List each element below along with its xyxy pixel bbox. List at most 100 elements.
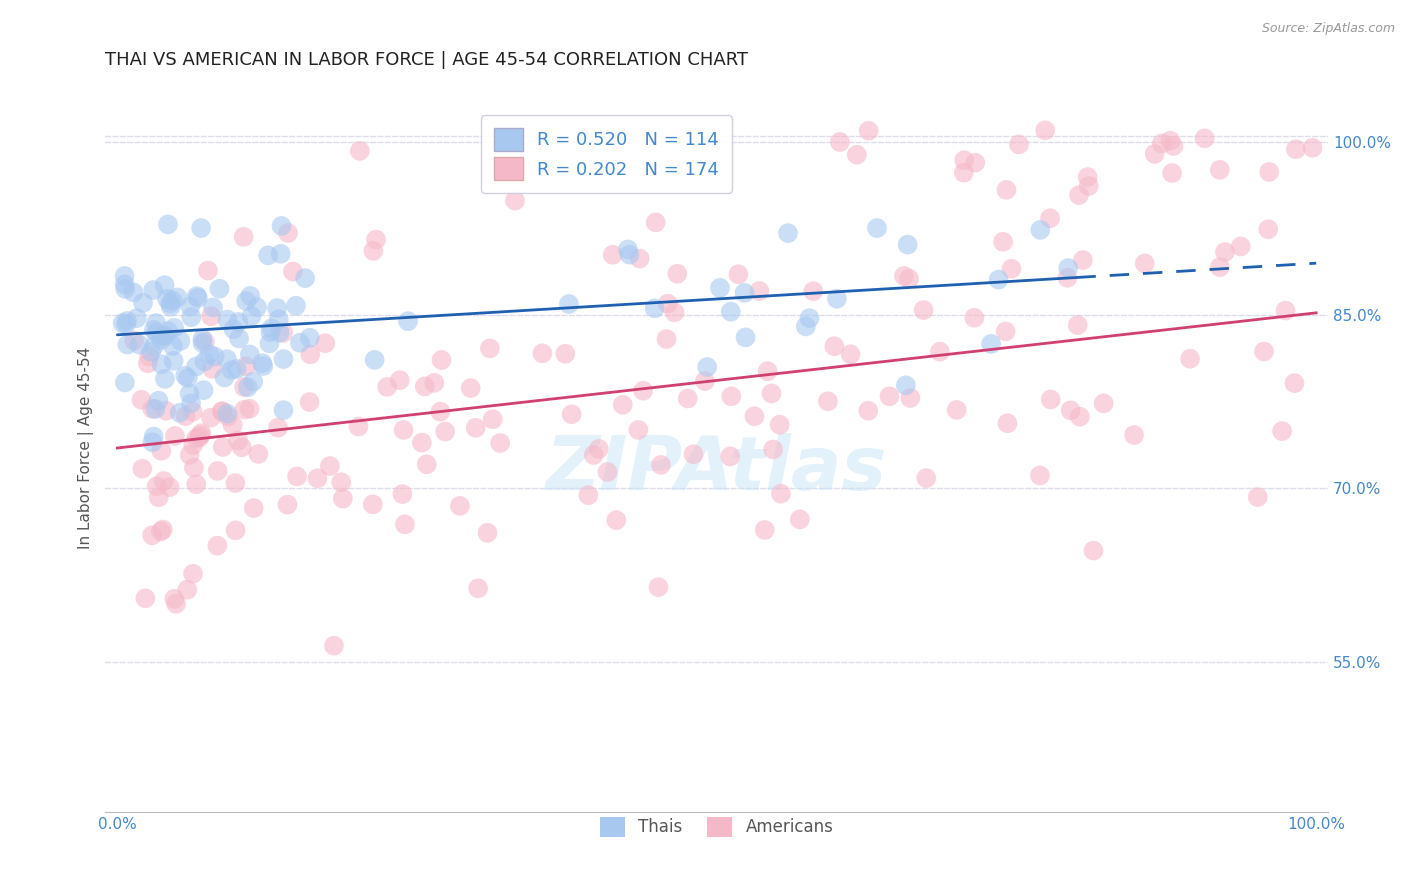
Point [1060, 403, 1083, 417]
Point [756, 364, 779, 378]
Point [460, 381, 482, 395]
Point [193, 354, 215, 368]
Point [174, 368, 197, 383]
Point [188, 431, 211, 445]
Point [156, 292, 179, 306]
Point [191, 336, 214, 351]
Point [898, 271, 921, 285]
Point [111, 316, 134, 330]
Point [115, 317, 138, 331]
Point [1257, 222, 1279, 236]
Point [1056, 270, 1078, 285]
Point [198, 347, 221, 361]
Point [1271, 424, 1294, 438]
Point [150, 329, 173, 343]
Point [503, 194, 526, 208]
Point [266, 301, 288, 315]
Point [285, 299, 308, 313]
Point [162, 339, 184, 353]
Point [191, 332, 214, 346]
Point [162, 293, 184, 308]
Point [186, 431, 208, 445]
Point [156, 218, 179, 232]
Point [181, 566, 204, 581]
Point [582, 448, 605, 462]
Point [152, 474, 174, 488]
Point [162, 354, 184, 368]
Point [226, 434, 249, 448]
Legend: Thais, Americans: Thais, Americans [593, 810, 841, 844]
Point [801, 284, 824, 298]
Point [128, 337, 150, 351]
Point [267, 420, 290, 434]
Point [114, 376, 136, 390]
Point [281, 264, 304, 278]
Point [912, 303, 935, 318]
Point [628, 252, 651, 266]
Point [1229, 239, 1251, 253]
Point [276, 498, 298, 512]
Text: Source: ZipAtlas.com: Source: ZipAtlas.com [1261, 22, 1395, 36]
Point [858, 124, 880, 138]
Point [744, 409, 766, 424]
Point [364, 233, 387, 247]
Point [145, 326, 167, 340]
Point [139, 344, 162, 359]
Point [142, 429, 165, 443]
Point [1253, 344, 1275, 359]
Point [828, 135, 851, 149]
Point [430, 353, 453, 368]
Point [893, 268, 915, 283]
Point [682, 447, 704, 461]
Point [1039, 211, 1062, 226]
Point [134, 591, 156, 606]
Point [273, 352, 295, 367]
Point [1213, 245, 1236, 260]
Point [179, 300, 201, 314]
Point [1029, 223, 1052, 237]
Point [619, 248, 641, 262]
Point [1067, 318, 1090, 332]
Point [159, 480, 181, 494]
Point [233, 402, 256, 417]
Point [477, 525, 499, 540]
Point [1161, 166, 1184, 180]
Point [221, 363, 243, 377]
Point [995, 183, 1018, 197]
Point [945, 403, 967, 417]
Point [617, 243, 640, 257]
Point [143, 339, 166, 353]
Point [114, 268, 136, 283]
Point [299, 347, 322, 361]
Point [155, 404, 177, 418]
Point [141, 528, 163, 542]
Point [965, 155, 987, 169]
Point [181, 438, 204, 452]
Point [664, 305, 686, 319]
Point [190, 426, 212, 441]
Point [1039, 392, 1062, 407]
Point [915, 471, 938, 485]
Point [602, 248, 624, 262]
Point [1071, 253, 1094, 268]
Point [388, 373, 411, 387]
Point [1083, 543, 1105, 558]
Point [257, 248, 280, 262]
Point [897, 237, 920, 252]
Point [186, 289, 208, 303]
Point [720, 304, 742, 318]
Point [207, 464, 229, 478]
Point [156, 324, 179, 338]
Point [769, 417, 792, 432]
Point [434, 425, 457, 439]
Point [201, 361, 224, 376]
Point [561, 407, 583, 421]
Point [179, 386, 201, 401]
Point [657, 296, 679, 310]
Point [181, 405, 204, 419]
Point [963, 310, 986, 325]
Point [627, 423, 650, 437]
Point [270, 247, 292, 261]
Point [319, 458, 342, 473]
Point [132, 296, 155, 310]
